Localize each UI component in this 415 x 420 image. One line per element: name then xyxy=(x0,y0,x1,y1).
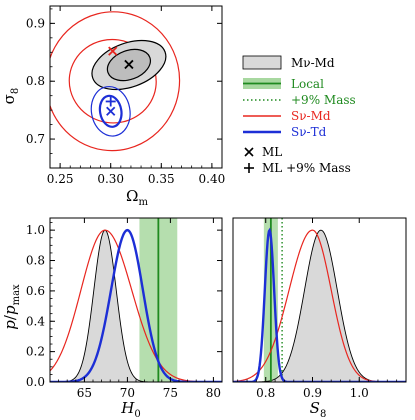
contour-xlabel: Ωm xyxy=(126,187,148,208)
legend: Mν-Md Local +9% Mass Sν-Md Sν-Td ML ML +… xyxy=(242,55,356,175)
s8-plot-area xyxy=(233,218,406,382)
s8-xtick-label: 1.0 xyxy=(350,386,369,400)
h0-plot-area xyxy=(50,218,222,382)
contour-ytick-label: 0.8 xyxy=(26,74,45,88)
h0-mvmd-fill xyxy=(50,230,222,382)
legend-label-svmd: Sν-Md xyxy=(291,109,331,123)
contour-ytick-label: 0.9 xyxy=(26,16,45,30)
contour-plot-area xyxy=(50,11,181,152)
h0-ylabel: p/pmax xyxy=(1,284,22,330)
h0-axes-frame xyxy=(49,217,223,383)
contour-xtick-label: 0.35 xyxy=(148,172,175,186)
svtd-marker-ml xyxy=(106,106,116,116)
h0-ytick-label: 0.2 xyxy=(26,345,45,359)
svtd-contour-68 xyxy=(98,94,123,128)
contour-xtick-label: 0.30 xyxy=(97,172,124,186)
h0-mvmd-line xyxy=(50,229,222,382)
s8-panel: 0.8 0.9 1.0 S8 xyxy=(232,217,407,420)
s8-ticks: 0.8 0.9 1.0 xyxy=(237,218,407,400)
contour-ylabel: σ8 xyxy=(0,88,21,105)
h0-xtick-label: 75 xyxy=(163,386,178,400)
legend-label-ml: ML xyxy=(262,145,282,159)
s8-xtick-label: 0.9 xyxy=(303,386,322,400)
contour-ticks: 0.25 0.30 0.35 0.40 0.7 0.8 0.9 xyxy=(26,6,225,186)
h0-ytick-label: 0.4 xyxy=(26,314,45,328)
legend-label-mvmd: Mν-Md xyxy=(291,56,335,70)
legend-marker-ml xyxy=(244,147,254,157)
legend-marker-ml9 xyxy=(244,163,254,173)
s8-xlabel: S8 xyxy=(310,399,327,420)
contour-panel: 0.25 0.30 0.35 0.40 0.7 0.8 0.9 Ωm σ8 xyxy=(0,5,225,208)
h0-ytick-label: 0.8 xyxy=(26,254,45,268)
contour-ytick-label: 0.7 xyxy=(26,132,45,146)
s8-svtd-line xyxy=(233,227,406,382)
legend-label-mass9: +9% Mass xyxy=(291,93,356,107)
contour-axes-frame xyxy=(49,5,223,169)
h0-xtick-label: 70 xyxy=(120,386,135,400)
s8-xtick-label: 0.8 xyxy=(256,386,275,400)
legend-label-svtd: Sν-Td xyxy=(291,125,327,139)
h0-ytick-label: 0.0 xyxy=(26,375,45,389)
h0-xtick-label: 65 xyxy=(77,386,92,400)
h0-ticks: 65 70 75 80 0.0 0.2 0.4 0.6 0.8 1.0 xyxy=(26,218,223,400)
h0-xtick-label: 80 xyxy=(206,386,221,400)
s8-mvmd-fill xyxy=(233,230,406,382)
svmd-marker-ml xyxy=(108,46,118,56)
s8-axes-frame xyxy=(232,217,407,383)
contour-xtick-label: 0.40 xyxy=(199,172,226,186)
legend-label-local: Local xyxy=(291,77,324,91)
contour-xtick-label: 0.25 xyxy=(47,172,74,186)
h0-ytick-label: 0.6 xyxy=(26,284,45,298)
svtd-marker-ml9 xyxy=(105,96,116,107)
mvmd-marker-ml xyxy=(124,59,134,70)
h0-panel: 65 70 75 80 0.0 0.2 0.4 0.6 0.8 1.0 H0 p/pmax xyxy=(1,217,223,420)
legend-label-ml9: ML +9% Mass xyxy=(262,161,351,175)
legend-swatch-mvmd xyxy=(242,55,282,70)
svmd-contour-95 xyxy=(50,11,181,152)
svmd-contour-68 xyxy=(68,38,157,124)
h0-ytick-label: 1.0 xyxy=(26,223,45,237)
h0-xlabel: H0 xyxy=(120,399,140,420)
svtd-contour-95 xyxy=(90,85,131,137)
